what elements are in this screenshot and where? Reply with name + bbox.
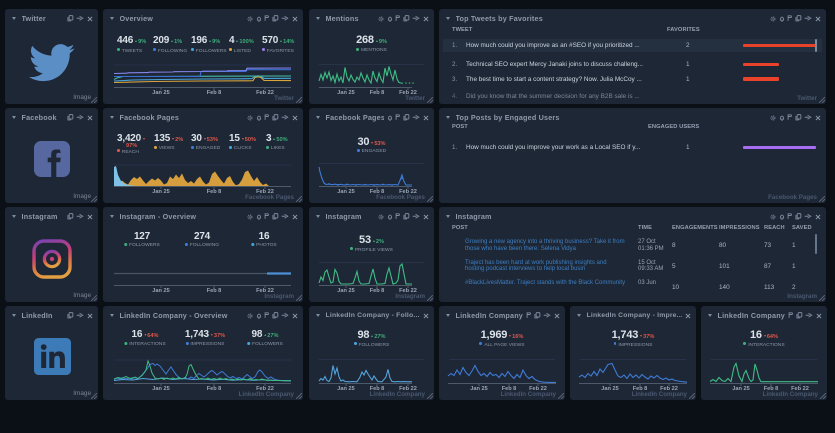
svg-text:Feb 22: Feb 22	[256, 288, 274, 294]
svg-text:Feb 8: Feb 8	[370, 288, 385, 294]
svg-text:Jan 25: Jan 25	[337, 90, 354, 96]
svg-text:Jan 25: Jan 25	[337, 189, 354, 195]
svg-text:Jan 25: Jan 25	[152, 288, 169, 294]
svg-text:Feb 22: Feb 22	[399, 288, 417, 294]
svg-text:Feb 22: Feb 22	[660, 386, 678, 392]
svg-text:Jan 25: Jan 25	[601, 386, 618, 392]
svg-text:Jan 25: Jan 25	[152, 386, 169, 392]
svg-text:Feb 8: Feb 8	[207, 288, 222, 294]
svg-text:Feb 22: Feb 22	[256, 90, 274, 96]
svg-text:Jan 25: Jan 25	[152, 189, 169, 195]
svg-text:Jan 25: Jan 25	[470, 386, 487, 392]
svg-text:Feb 8: Feb 8	[633, 386, 648, 392]
svg-text:Jan 25: Jan 25	[337, 386, 354, 392]
svg-text:Jan 25: Jan 25	[732, 386, 749, 392]
svg-text:Feb 8: Feb 8	[370, 386, 385, 392]
svg-text:Feb 8: Feb 8	[207, 189, 222, 195]
svg-text:Feb 22: Feb 22	[399, 189, 417, 195]
svg-text:Jan 25: Jan 25	[337, 288, 354, 294]
svg-text:Feb 8: Feb 8	[764, 386, 779, 392]
svg-text:Feb 22: Feb 22	[256, 189, 274, 195]
svg-text:Feb 8: Feb 8	[207, 90, 222, 96]
svg-text:Feb 8: Feb 8	[370, 189, 385, 195]
svg-text:Feb 8: Feb 8	[207, 386, 222, 392]
svg-text:Feb 22: Feb 22	[529, 386, 547, 392]
svg-text:Feb 22: Feb 22	[399, 386, 417, 392]
svg-text:Feb 22: Feb 22	[791, 386, 809, 392]
svg-text:Feb 8: Feb 8	[502, 386, 517, 392]
svg-text:Feb 8: Feb 8	[370, 90, 385, 96]
svg-text:Feb 22: Feb 22	[399, 90, 417, 96]
svg-text:Feb 22: Feb 22	[256, 386, 274, 392]
svg-text:Jan 25: Jan 25	[152, 90, 169, 96]
